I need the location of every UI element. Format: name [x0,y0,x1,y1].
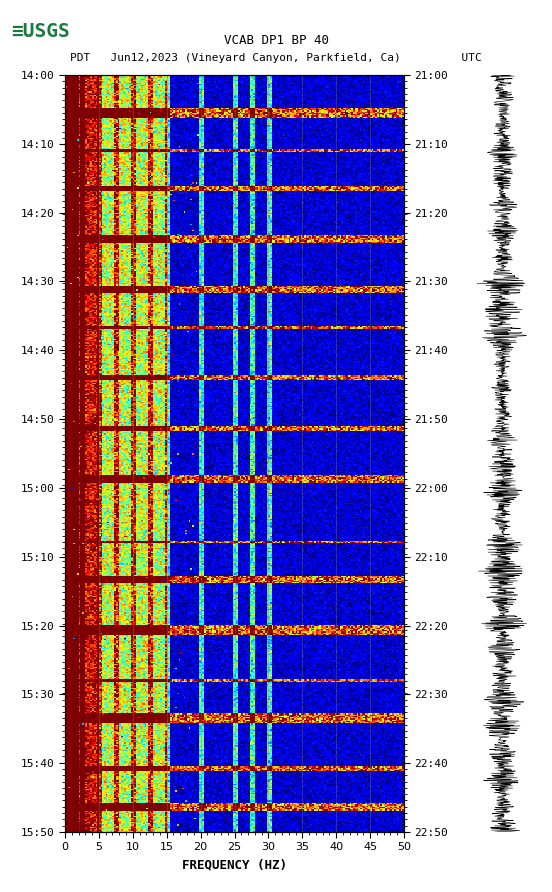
X-axis label: FREQUENCY (HZ): FREQUENCY (HZ) [182,858,287,871]
Text: ≡USGS: ≡USGS [11,22,70,41]
Text: VCAB DP1 BP 40: VCAB DP1 BP 40 [224,34,328,46]
Text: PDT   Jun12,2023 (Vineyard Canyon, Parkfield, Ca)         UTC: PDT Jun12,2023 (Vineyard Canyon, Parkfie… [70,53,482,63]
